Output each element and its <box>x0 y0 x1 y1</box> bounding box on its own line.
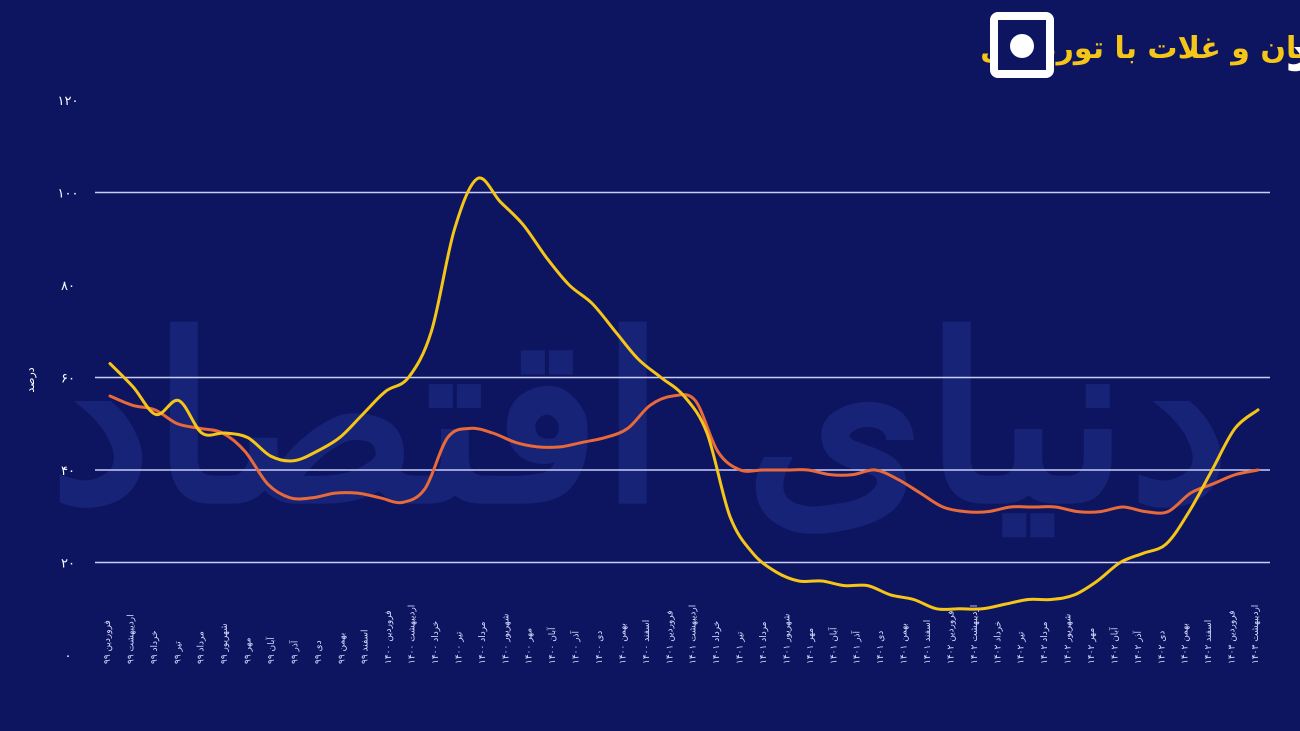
watermark: دنیای اقتصاد <box>49 285 1230 555</box>
logo-text: اقتصاد <box>1285 19 1300 84</box>
x-tick-label: مرداد ۱۴۰۱ <box>759 621 769 664</box>
x-tick-label: اردیبهشت ۱۴۰۲ <box>970 605 980 664</box>
logo: اقتصاد <box>990 12 1300 84</box>
x-tick-label: اردیبهشت ۱۴۰۱ <box>689 605 699 664</box>
x-tick-label: اردیبهشت ۱۴۰۰ <box>408 605 418 664</box>
x-tick-label: مهر ۱۴۰۱ <box>806 628 816 664</box>
x-tick-label: فروردین ۱۴۰۳ <box>1228 610 1238 664</box>
x-tick-label: فروردین ۹۹ <box>103 620 113 664</box>
x-tick-label: مرداد ۹۹ <box>197 631 207 664</box>
x-tick-label: مرداد ۱۴۰۰ <box>478 621 488 664</box>
y-tick-label: ۰ <box>65 649 72 664</box>
logo-dot <box>1010 34 1034 58</box>
x-tick-label: آبان ۱۴۰۲ <box>1108 627 1120 664</box>
x-tick-label: آذر ۱۴۰۱ <box>851 630 863 664</box>
x-tick-label: آبان ۱۴۰۰ <box>546 627 558 664</box>
y-tick-label: ۲۰ <box>61 557 75 572</box>
x-tick-label: دی ۹۹ <box>314 640 324 664</box>
x-tick-label: خرداد ۱۴۰۲ <box>993 621 1003 664</box>
x-tick-label: دی ۱۴۰۰ <box>595 631 605 664</box>
x-tick-label: شهریور ۹۹ <box>220 623 230 664</box>
y-tick-label: ۴۰ <box>61 464 75 479</box>
x-tick-label: آبان ۹۹ <box>265 637 277 664</box>
x-tick-label: مهر ۱۴۰۰ <box>525 628 535 664</box>
x-tick-label: تیر ۹۹ <box>173 641 183 664</box>
x-tick-label: اسفند ۱۴۰۱ <box>923 620 933 664</box>
x-tick-label: خرداد ۹۹ <box>150 630 160 664</box>
x-tick-label: تیر ۱۴۰۱ <box>736 631 746 664</box>
x-tick-label: تیر ۱۴۰۰ <box>454 631 464 664</box>
x-tick-label: بهمن ۹۹ <box>337 633 347 664</box>
series-lines <box>108 176 1260 611</box>
y-tick-labels: ۰ ۲۰ ۴۰ ۶۰ ۸۰ ۱۰۰ ۱۲۰ <box>58 94 79 664</box>
x-tick-label: بهمن ۱۴۰۱ <box>900 623 910 664</box>
x-tick-label: تیر ۱۴۰۲ <box>1017 631 1027 664</box>
x-tick-label: اردیبهشت ۹۹ <box>126 614 136 664</box>
x-tick-label: اسفند ۱۴۰۰ <box>642 620 652 664</box>
x-tick-label: شهریور ۱۴۰۲ <box>1064 614 1074 664</box>
y-axis-label: درصد <box>24 367 37 392</box>
x-tick-label: دی ۱۴۰۲ <box>1157 631 1167 664</box>
grid-lines <box>95 191 1270 564</box>
x-tick-label: اسفند ۹۹ <box>361 629 371 664</box>
x-tick-labels: فروردین ۹۹ اردیبهشت ۹۹ خرداد ۹۹ تیر ۹۹ مرداد… <box>103 605 1261 664</box>
x-tick-label: اسفند ۱۴۰۲ <box>1204 620 1214 664</box>
x-tick-label: فروردین ۱۴۰۰ <box>384 610 394 664</box>
x-tick-label: خرداد ۱۴۰۱ <box>712 621 722 664</box>
x-tick-label: خرداد ۱۴۰۰ <box>431 621 441 664</box>
x-tick-label: مهر ۹۹ <box>244 637 254 664</box>
x-tick-label: آبان ۱۴۰۱ <box>827 627 839 664</box>
y-tick-label: ۶۰ <box>61 372 75 387</box>
series-line-bread <box>108 176 1260 611</box>
y-tick-label: ۸۰ <box>61 279 75 294</box>
x-tick-label: مرداد ۱۴۰۲ <box>1040 621 1050 664</box>
x-tick-label: فروردین ۱۴۰۱ <box>665 610 675 664</box>
x-tick-label: بهمن ۱۴۰۲ <box>1181 623 1191 664</box>
x-tick-label: آذر ۱۴۰۲ <box>1132 630 1144 664</box>
x-tick-label: آذر ۹۹ <box>288 640 300 664</box>
x-tick-label: شهریور ۱۴۰۱ <box>782 614 792 664</box>
y-tick-label: ۱۰۰ <box>58 187 79 202</box>
x-tick-label: آذر ۱۴۰۰ <box>570 630 582 664</box>
x-tick-label: اردیبهشت ۱۴۰۳ <box>1251 605 1261 664</box>
x-tick-label: بهمن ۱۴۰۰ <box>618 623 628 664</box>
y-tick-label: ۱۲۰ <box>58 94 79 109</box>
x-tick-label: مهر ۱۴۰۲ <box>1087 628 1097 664</box>
x-tick-label: شهریور ۱۴۰۰ <box>501 614 511 664</box>
x-tick-label: فروردین ۱۴۰۲ <box>946 610 956 664</box>
x-tick-label: دی ۱۴۰۱ <box>876 631 886 664</box>
